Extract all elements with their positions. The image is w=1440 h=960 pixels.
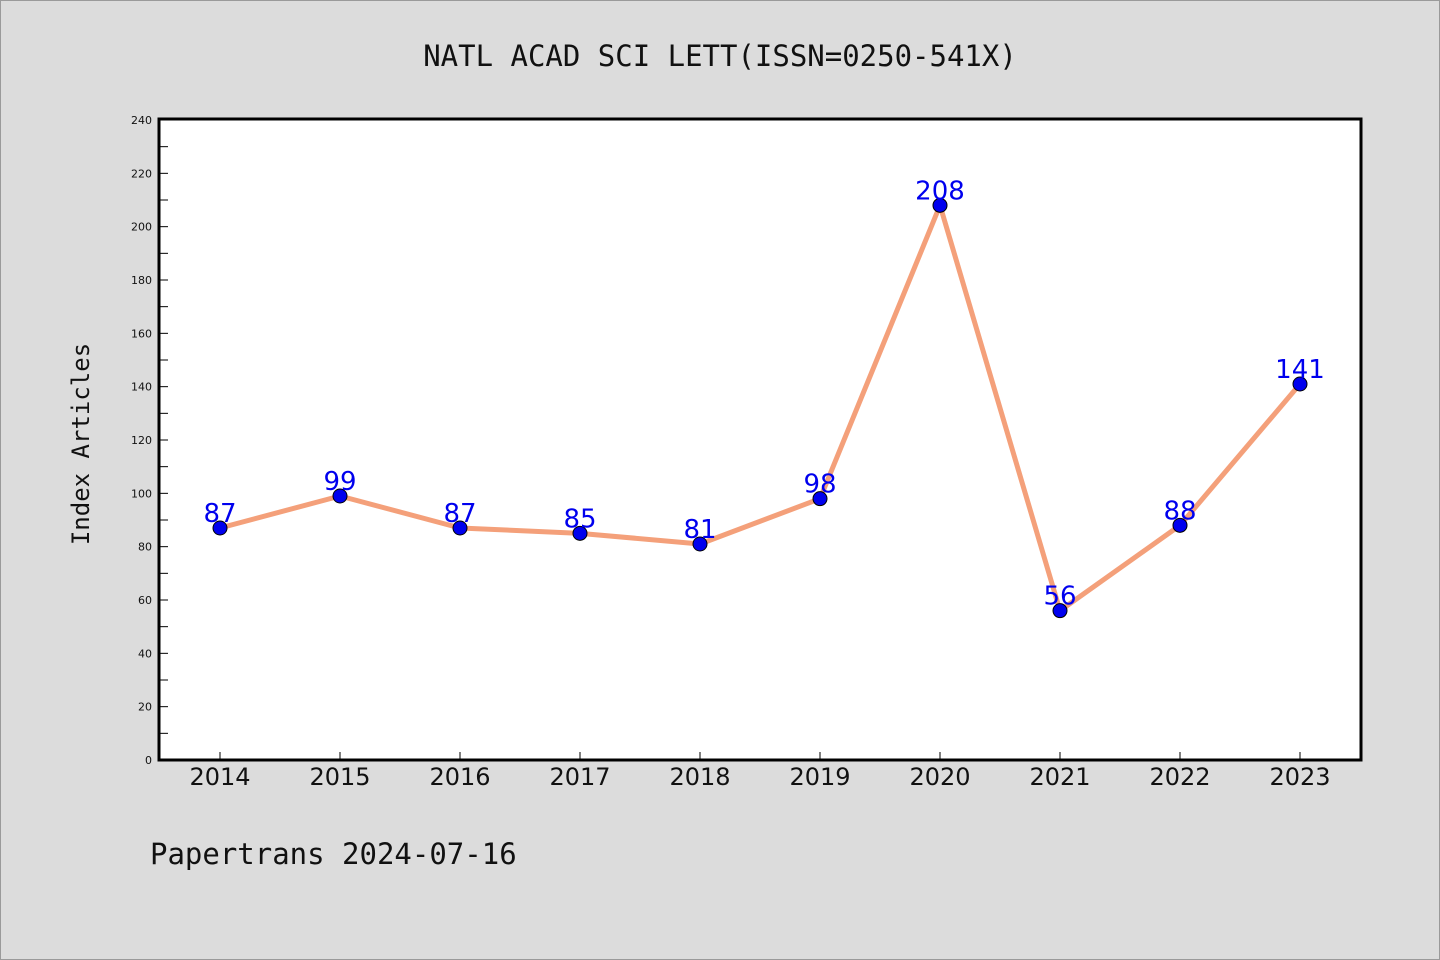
series-line bbox=[219, 202, 1302, 614]
data-label: 85 bbox=[563, 504, 596, 534]
y-tick-label: 20 bbox=[138, 701, 152, 714]
data-point bbox=[1292, 376, 1308, 392]
data-point bbox=[812, 491, 828, 507]
data-label: 81 bbox=[683, 515, 716, 545]
y-tick-label: 40 bbox=[138, 647, 152, 660]
x-tick-label: 2016 bbox=[429, 763, 490, 791]
y-tick-label: 220 bbox=[131, 167, 152, 180]
x-tick-label: 2021 bbox=[1029, 763, 1090, 791]
data-label: 98 bbox=[803, 470, 836, 500]
data-point bbox=[452, 520, 468, 536]
data-point bbox=[212, 520, 228, 536]
data-point bbox=[932, 197, 948, 213]
data-label: 87 bbox=[203, 499, 236, 529]
data-label: 56 bbox=[1043, 582, 1076, 612]
data-labels: 87 99 87 85 81 98 208 56 88 141 bbox=[203, 176, 1324, 611]
plot-area bbox=[159, 119, 1361, 760]
y-tick-label: 140 bbox=[131, 381, 152, 394]
x-tick-label: 2018 bbox=[669, 763, 730, 791]
x-tick-label: 2022 bbox=[1149, 763, 1210, 791]
data-point bbox=[692, 536, 708, 552]
y-tick-label: 160 bbox=[131, 327, 152, 340]
y-axis-label: Index Articles bbox=[67, 343, 95, 545]
data-point bbox=[1172, 517, 1188, 533]
series-points bbox=[212, 197, 1308, 619]
y-tick-label: 120 bbox=[131, 434, 152, 447]
data-label: 208 bbox=[915, 176, 965, 206]
chart-title: NATL ACAD SCI LETT(ISSN=0250-541X) bbox=[423, 39, 1017, 73]
x-tick-label: 2020 bbox=[909, 763, 970, 791]
data-label: 87 bbox=[443, 499, 476, 529]
x-tick-label: 2019 bbox=[789, 763, 850, 791]
data-label: 99 bbox=[323, 467, 356, 497]
x-tick-label: 2017 bbox=[549, 763, 610, 791]
y-tick-label: 180 bbox=[131, 274, 152, 287]
y-axis: 0 20 40 60 80 100 120 140 160 180 200 220 240 bbox=[131, 114, 168, 767]
y-tick-label: 100 bbox=[131, 487, 152, 500]
x-tick-label: 2023 bbox=[1269, 763, 1330, 791]
plot-border bbox=[157, 117, 1363, 762]
data-point bbox=[1052, 603, 1068, 619]
x-axis: 2014 2015 2016 2017 2018 2019 2020 2021 2022 2023 bbox=[189, 752, 1331, 791]
y-tick-label: 240 bbox=[131, 114, 152, 127]
data-label: 88 bbox=[1163, 496, 1196, 526]
data-point bbox=[332, 488, 348, 504]
y-tick-label: 200 bbox=[131, 221, 152, 234]
data-point bbox=[572, 525, 588, 541]
footer-text: Papertrans 2024-07-16 bbox=[150, 837, 517, 871]
y-tick-label: 80 bbox=[138, 541, 152, 554]
series-lines bbox=[219, 202, 1302, 614]
y-tick-label: 0 bbox=[145, 754, 152, 767]
data-label: 141 bbox=[1275, 355, 1325, 385]
x-tick-label: 2014 bbox=[189, 763, 250, 791]
x-tick-label: 2015 bbox=[309, 763, 370, 791]
y-tick-label: 60 bbox=[138, 594, 152, 607]
